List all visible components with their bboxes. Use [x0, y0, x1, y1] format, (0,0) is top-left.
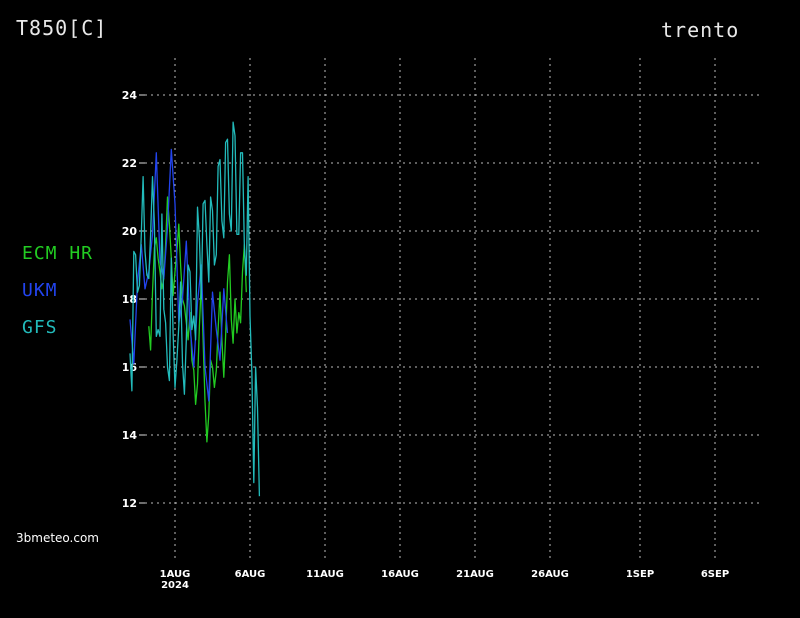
y-tick-label: 12: [122, 497, 137, 510]
location-title: trento: [661, 18, 740, 42]
y-tick-label: 24: [122, 89, 138, 102]
legend-ukm: UKM: [22, 280, 58, 301]
x-tick-label: 6AUG: [235, 569, 266, 580]
x-tick-sublabel: 2024: [161, 580, 189, 591]
x-tick-label: 21AUG: [456, 569, 494, 580]
x-tick-label: 11AUG: [306, 569, 344, 580]
y-tick-label: 18: [122, 293, 137, 306]
x-tick-label: 1AUG: [160, 569, 191, 580]
series-line-gfs: [129, 121, 261, 497]
series-line-ukm: [129, 148, 229, 402]
y-tick-label: 20: [122, 225, 138, 238]
y-tick-label: 16: [122, 361, 138, 374]
x-tick-label: 16AUG: [381, 569, 419, 580]
y-tick-label: 22: [122, 157, 137, 170]
x-tick-label: 6SEP: [701, 569, 729, 580]
x-tick-label: 26AUG: [531, 569, 569, 580]
y-tick-label: 14: [122, 429, 138, 442]
x-tick-label: 1SEP: [626, 569, 654, 580]
credit-text: 3bmeteo.com: [16, 531, 99, 545]
legend-gfs: GFS: [22, 317, 58, 338]
legend-ecm: ECM HR: [22, 243, 94, 264]
variable-title: T850[C]: [16, 16, 108, 40]
